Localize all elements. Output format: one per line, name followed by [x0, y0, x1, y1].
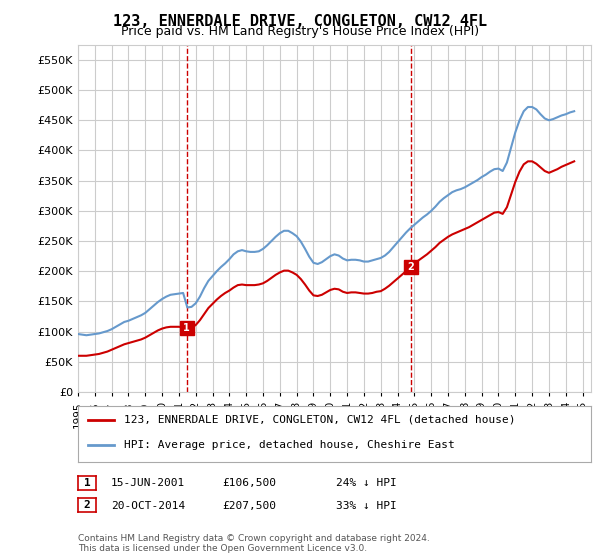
Text: 20-OCT-2014: 20-OCT-2014	[111, 501, 185, 511]
Text: 24% ↓ HPI: 24% ↓ HPI	[336, 478, 397, 488]
Text: £207,500: £207,500	[222, 501, 276, 511]
Text: 1: 1	[183, 323, 190, 333]
Text: £106,500: £106,500	[222, 478, 276, 488]
Text: 2: 2	[83, 501, 91, 510]
Text: 2: 2	[407, 262, 414, 272]
Text: 15-JUN-2001: 15-JUN-2001	[111, 478, 185, 488]
Text: 123, ENNERDALE DRIVE, CONGLETON, CW12 4FL: 123, ENNERDALE DRIVE, CONGLETON, CW12 4F…	[113, 14, 487, 29]
Text: 1: 1	[83, 478, 91, 488]
Text: Contains HM Land Registry data © Crown copyright and database right 2024.
This d: Contains HM Land Registry data © Crown c…	[78, 534, 430, 553]
Text: 123, ENNERDALE DRIVE, CONGLETON, CW12 4FL (detached house): 123, ENNERDALE DRIVE, CONGLETON, CW12 4F…	[124, 415, 515, 425]
Text: HPI: Average price, detached house, Cheshire East: HPI: Average price, detached house, Ches…	[124, 440, 455, 450]
Text: Price paid vs. HM Land Registry's House Price Index (HPI): Price paid vs. HM Land Registry's House …	[121, 25, 479, 38]
Text: 33% ↓ HPI: 33% ↓ HPI	[336, 501, 397, 511]
